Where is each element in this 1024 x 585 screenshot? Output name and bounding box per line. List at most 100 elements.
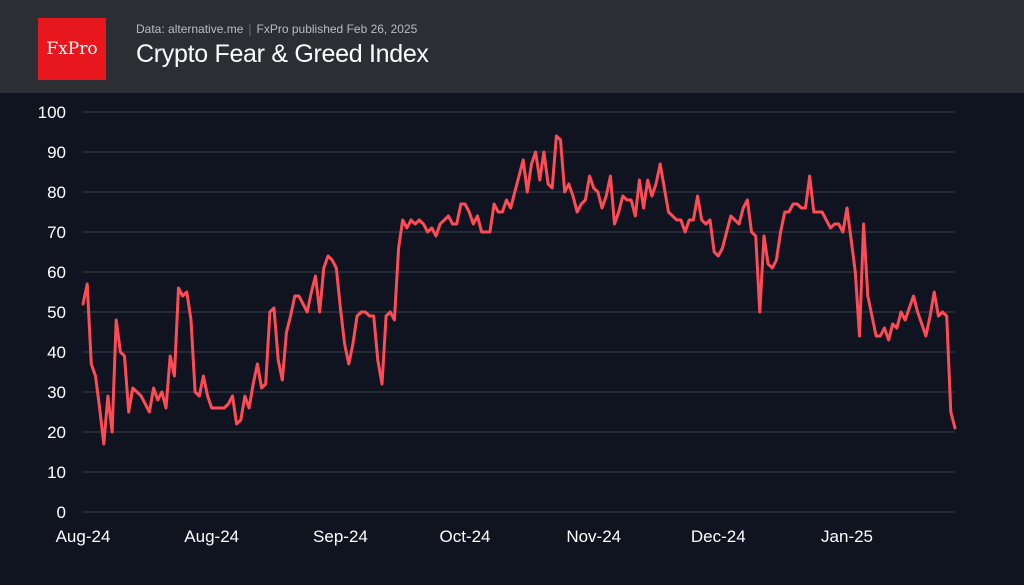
data-point — [468, 211, 471, 214]
data-point — [750, 231, 753, 234]
data-point — [297, 295, 300, 298]
data-point — [202, 375, 205, 378]
data-point — [472, 223, 475, 226]
data-point — [601, 207, 604, 210]
data-point — [642, 207, 645, 210]
data-point — [663, 187, 666, 190]
data-point — [613, 223, 616, 226]
data-point — [115, 319, 118, 322]
data-point — [571, 195, 574, 198]
y-tick-label: 50 — [47, 303, 66, 322]
data-point — [356, 315, 359, 318]
x-tick-label: Aug-24 — [184, 527, 239, 546]
data-point — [464, 203, 467, 206]
data-point — [862, 223, 865, 226]
data-point — [339, 307, 342, 310]
data-point — [268, 311, 271, 314]
data-point — [198, 395, 201, 398]
data-point — [513, 191, 516, 194]
data-point — [667, 211, 670, 214]
data-point — [123, 355, 126, 358]
data-point — [430, 227, 433, 230]
data-point — [497, 211, 500, 214]
data-source-label: Data: alternative.me — [136, 22, 244, 36]
data-point — [924, 335, 927, 338]
data-point — [380, 383, 383, 386]
data-point — [704, 223, 707, 226]
data-point — [239, 419, 242, 422]
data-point — [318, 311, 321, 314]
data-point — [870, 315, 873, 318]
data-point — [102, 443, 105, 446]
data-point — [314, 275, 317, 278]
x-tick-label: Jan-25 — [821, 527, 873, 546]
data-point — [821, 211, 824, 214]
chart-header: FxPro Data: alternative.me | FxPro publish… — [0, 0, 1024, 93]
data-point — [567, 183, 570, 186]
data-point — [289, 315, 292, 318]
y-tick-label: 30 — [47, 383, 66, 402]
data-point — [933, 291, 936, 294]
data-point — [875, 335, 878, 338]
data-point — [605, 195, 608, 198]
data-point — [841, 231, 844, 234]
data-point — [393, 319, 396, 322]
data-point — [252, 383, 255, 386]
data-point — [787, 211, 790, 214]
data-point — [625, 199, 628, 202]
data-point — [738, 223, 741, 226]
data-point — [90, 363, 93, 366]
y-tick-label: 70 — [47, 223, 66, 242]
data-point — [185, 291, 188, 294]
data-point — [538, 179, 541, 182]
data-point — [866, 295, 869, 298]
data-point — [364, 311, 367, 314]
data-point — [891, 323, 894, 326]
data-point — [650, 195, 653, 198]
data-point — [621, 195, 624, 198]
data-point — [331, 259, 334, 262]
line-chart: 0 10 20 30 40 50 60 70 80 90 100 Aug-24 Aug-24 Sep-2… — [38, 103, 957, 546]
data-point — [248, 407, 251, 410]
data-point — [177, 287, 180, 290]
data-point — [501, 211, 504, 214]
data-point — [219, 407, 222, 410]
data-point — [306, 311, 309, 314]
data-point — [771, 267, 774, 270]
data-point — [459, 203, 462, 206]
source-separator: | — [248, 22, 252, 36]
data-point — [518, 175, 521, 178]
data-point — [879, 335, 882, 338]
data-point — [800, 207, 803, 210]
data-point — [717, 255, 720, 258]
data-point — [530, 163, 533, 166]
data-point — [347, 363, 350, 366]
data-point — [638, 179, 641, 182]
data-point — [127, 411, 130, 414]
y-tick-label: 60 — [47, 263, 66, 282]
data-point — [505, 199, 508, 202]
data-point — [418, 219, 421, 222]
data-point — [181, 295, 184, 298]
data-point — [908, 307, 911, 310]
data-point — [829, 227, 832, 230]
data-point — [235, 423, 238, 426]
data-point — [231, 395, 234, 398]
data-point — [692, 219, 695, 222]
data-point — [592, 187, 595, 190]
data-point — [94, 375, 97, 378]
data-point — [646, 179, 649, 182]
data-point — [837, 223, 840, 226]
data-point — [833, 223, 836, 226]
data-point — [576, 211, 579, 214]
data-point — [854, 271, 857, 274]
data-point — [941, 311, 944, 314]
data-point — [140, 395, 143, 398]
x-tick-label: Oct-24 — [440, 527, 491, 546]
data-point — [376, 359, 379, 362]
data-point — [194, 391, 197, 394]
data-point — [584, 199, 587, 202]
data-point — [210, 407, 213, 410]
data-point — [443, 219, 446, 222]
data-point — [426, 231, 429, 234]
